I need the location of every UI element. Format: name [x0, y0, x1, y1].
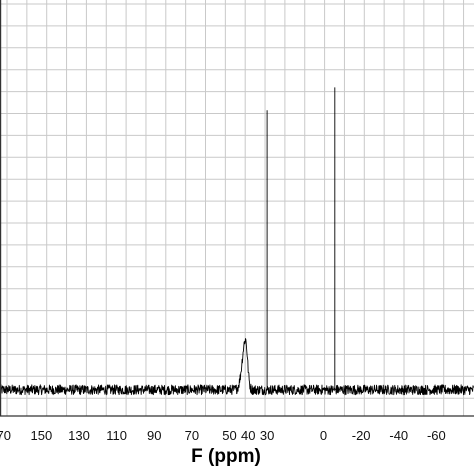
- x-tick-label: 70: [0, 428, 11, 443]
- x-tick-label: 90: [147, 428, 161, 443]
- x-tick-label: 50: [222, 428, 236, 443]
- x-tick-label: 30: [260, 428, 274, 443]
- x-tick-label: 110: [106, 428, 127, 443]
- x-tick-labels: 70 150 130 110 90 70 50 40 30 0 -20 -40 -60: [0, 428, 446, 443]
- x-tick-label: 70: [185, 428, 199, 443]
- x-tick-label: 40: [241, 428, 255, 443]
- x-tick-label: -20: [352, 428, 371, 443]
- x-tick-label: 130: [68, 428, 90, 443]
- axes: [0, 0, 474, 417]
- grid-lines: [0, 0, 474, 416]
- x-tick-label: -60: [427, 428, 446, 443]
- spectrum-line: [0, 87, 474, 396]
- x-tick-label: -40: [389, 428, 408, 443]
- x-tick-label: 150: [31, 428, 53, 443]
- x-tick-label: 0: [320, 428, 327, 443]
- x-axis-title: F (ppm): [191, 446, 261, 467]
